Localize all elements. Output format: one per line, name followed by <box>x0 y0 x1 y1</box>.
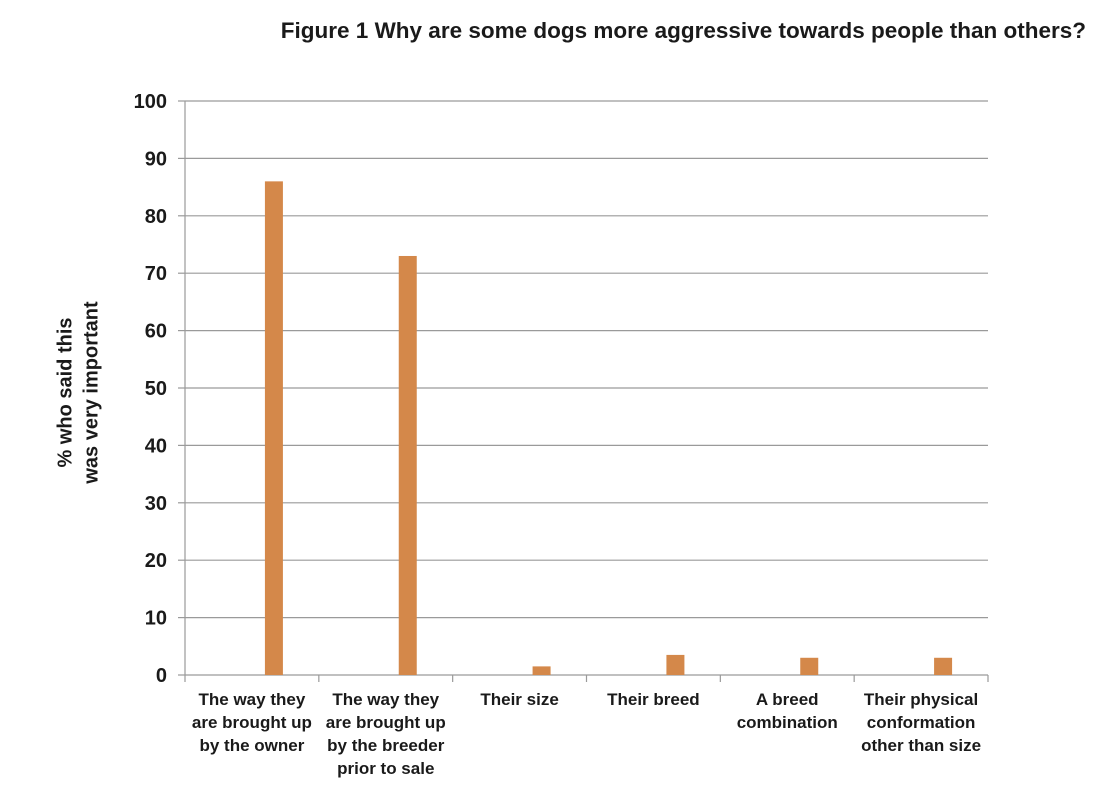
bar-6 <box>934 657 953 675</box>
x-tick-label-6-line-2: conformation <box>866 713 976 732</box>
y-tick-label-70: 70 <box>145 263 167 285</box>
y-tick-label-50: 50 <box>145 378 167 400</box>
x-tick-label-2-line-4: prior to sale <box>337 759 435 778</box>
x-tick-label-2: The way they are brought up by the breeder… <box>306 688 466 780</box>
x-tick-label-2-line-2: are brought up <box>325 713 446 732</box>
y-tick-label-60: 60 <box>145 321 167 343</box>
x-tick-label-4-line-1: Their breed <box>607 690 700 709</box>
x-tick-label-6-line-1: Their physical <box>863 690 979 709</box>
y-tick-label-90: 90 <box>145 148 167 170</box>
x-tick-label-5: A breed combination <box>707 688 867 734</box>
x-tick-label-1-line-3: by the owner <box>199 736 305 755</box>
x-tick-label-4: Their breed <box>573 688 733 711</box>
bar-1 <box>264 181 283 676</box>
x-tick-label-3: Their size <box>440 688 600 711</box>
x-tick-label-5-line-2: combination <box>736 713 838 732</box>
y-tick-label-20: 20 <box>145 550 167 572</box>
x-tick-label-1: The way they are brought up by the owner <box>172 688 332 757</box>
y-tick-label-100: 100 <box>134 91 167 113</box>
x-tick-label-1-line-2: are brought up <box>191 713 312 732</box>
x-tick-label-2-line-1: The way they <box>332 690 440 709</box>
bar-4 <box>666 654 685 675</box>
x-tick-label-6-line-3: other than size <box>861 736 982 755</box>
y-tick-label-0: 0 <box>156 665 167 687</box>
bar-5 <box>800 657 819 675</box>
x-tick-label-5-line-1: A breed <box>755 690 819 709</box>
bar-3 <box>532 666 551 675</box>
chart-title: Figure 1 Why are some dogs more aggressi… <box>280 18 1086 43</box>
x-tick-label-1-line-1: The way they <box>198 690 306 709</box>
bar-2 <box>398 255 417 676</box>
y-tick-label-30: 30 <box>145 493 167 515</box>
y-tick-label-80: 80 <box>145 206 167 228</box>
y-tick-label-10: 10 <box>145 608 167 630</box>
y-tick-label-40: 40 <box>145 435 167 457</box>
x-tick-label-2-line-3: by the breeder <box>327 736 445 755</box>
x-tick-label-3-line-1: Their size <box>480 690 559 709</box>
x-tick-label-6: Their physical conformation other than siz… <box>841 688 1001 757</box>
